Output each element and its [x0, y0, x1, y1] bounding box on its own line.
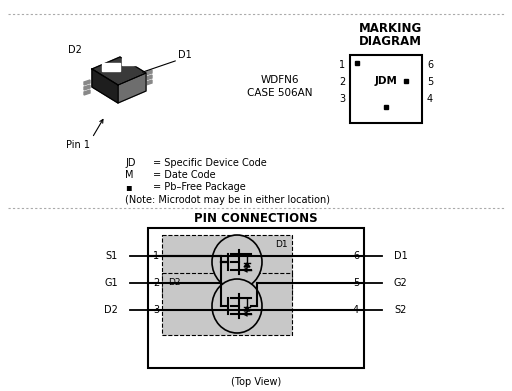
- Bar: [350, 55, 422, 123]
- Text: = Date Code: = Date Code: [153, 170, 216, 180]
- Text: D1: D1: [178, 50, 192, 60]
- Polygon shape: [146, 70, 152, 75]
- Text: D2: D2: [168, 278, 181, 287]
- Polygon shape: [244, 307, 250, 311]
- Text: S2: S2: [394, 305, 407, 315]
- Text: MARKING: MARKING: [358, 22, 421, 35]
- Text: 2: 2: [153, 278, 159, 288]
- Polygon shape: [102, 63, 120, 71]
- Text: CASE 506AN: CASE 506AN: [247, 88, 313, 98]
- Text: = Specific Device Code: = Specific Device Code: [153, 158, 267, 168]
- Text: 4: 4: [427, 94, 433, 104]
- Ellipse shape: [212, 235, 262, 289]
- Text: 3: 3: [153, 305, 159, 315]
- Text: 1: 1: [339, 60, 345, 70]
- Text: G1: G1: [104, 278, 118, 288]
- Text: D1: D1: [394, 251, 408, 261]
- Text: 4: 4: [353, 305, 359, 315]
- Polygon shape: [118, 73, 146, 103]
- Text: DIAGRAM: DIAGRAM: [358, 35, 421, 48]
- Polygon shape: [244, 263, 250, 267]
- Text: JD: JD: [125, 158, 136, 168]
- Bar: [162, 235, 292, 297]
- Text: D1: D1: [275, 240, 288, 249]
- Text: 2: 2: [339, 77, 345, 87]
- Polygon shape: [92, 57, 146, 85]
- Text: D2: D2: [104, 305, 118, 315]
- Text: Pin 1: Pin 1: [66, 140, 90, 150]
- Ellipse shape: [212, 279, 262, 333]
- Bar: [162, 273, 292, 335]
- Text: (Note: Microdot may be in either location): (Note: Microdot may be in either locatio…: [125, 195, 330, 205]
- Bar: [148, 228, 364, 368]
- Polygon shape: [122, 57, 138, 65]
- Text: = Pb–Free Package: = Pb–Free Package: [153, 182, 246, 192]
- Text: 6: 6: [353, 251, 359, 261]
- Polygon shape: [92, 69, 118, 103]
- Text: S1: S1: [106, 251, 118, 261]
- Polygon shape: [84, 85, 90, 90]
- Text: PIN CONNECTIONS: PIN CONNECTIONS: [194, 212, 318, 224]
- Text: G2: G2: [394, 278, 408, 288]
- Polygon shape: [84, 90, 90, 95]
- Text: (Top View): (Top View): [231, 377, 281, 387]
- Text: 3: 3: [339, 94, 345, 104]
- Text: ▪: ▪: [125, 182, 132, 192]
- Text: 5: 5: [427, 77, 433, 87]
- Text: WDFN6: WDFN6: [261, 75, 299, 85]
- Polygon shape: [146, 80, 152, 85]
- Text: 5: 5: [353, 278, 359, 288]
- Text: D2: D2: [68, 45, 82, 55]
- Polygon shape: [146, 75, 152, 80]
- Polygon shape: [84, 80, 90, 85]
- Text: M: M: [125, 170, 134, 180]
- Text: 1: 1: [153, 251, 159, 261]
- Text: JDM: JDM: [375, 76, 397, 86]
- Text: 6: 6: [427, 60, 433, 70]
